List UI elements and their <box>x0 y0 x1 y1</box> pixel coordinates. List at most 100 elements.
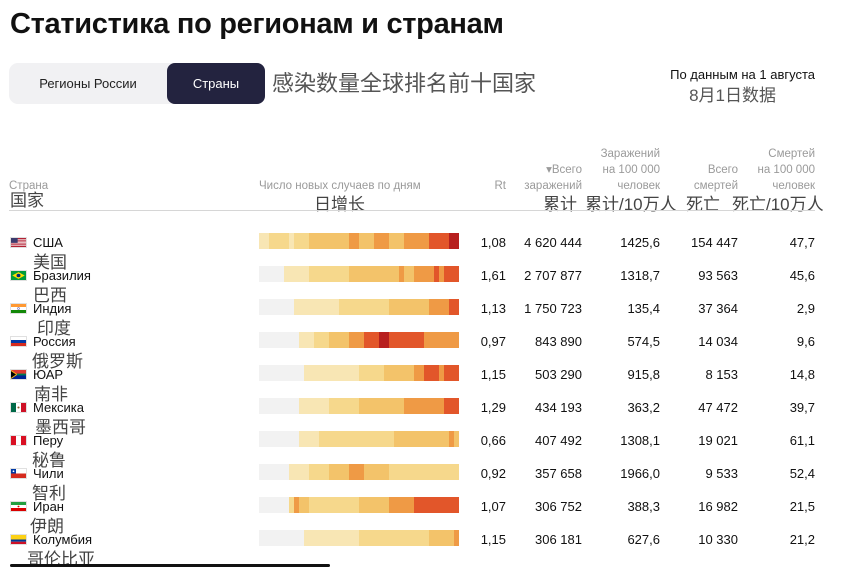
heat-cell <box>324 398 330 414</box>
header-country[interactable]: Страна <box>9 180 49 192</box>
heat-cell <box>399 431 405 447</box>
heat-cell <box>364 332 370 348</box>
header-deaths100k-line1[interactable]: Смертей <box>768 148 815 160</box>
heat-cell <box>449 365 455 381</box>
heat-cell <box>389 464 395 480</box>
heat-cell <box>294 497 300 513</box>
header-total-line1[interactable]: ▾Всего <box>546 164 582 176</box>
heat-cell <box>404 431 410 447</box>
page-title: Статистика по регионам и странам <box>10 8 504 40</box>
table-row[interactable]: Перу 秘鲁 0,66 407 492 1308,1 19 021 61,1 <box>0 431 851 470</box>
heat-cell <box>304 233 310 249</box>
heat-cell <box>309 431 315 447</box>
tab-regions-russia[interactable]: Регионы России <box>39 76 137 91</box>
heat-cell <box>454 365 459 381</box>
heat-cell <box>364 233 370 249</box>
heat-cell <box>329 398 335 414</box>
country-name-cn: 南非 <box>34 385 68 404</box>
heat-cell <box>289 233 295 249</box>
table-row[interactable]: Чили 智利 0,92 357 658 1966,0 9 533 52,4 <box>0 464 851 503</box>
table-row[interactable]: США 美国 1,08 4 620 444 1425,6 154 447 47,7 <box>0 233 851 272</box>
heat-cell <box>449 464 455 480</box>
total-deaths: 14 034 <box>698 334 738 349</box>
heat-cell <box>294 299 300 315</box>
header-per100k-line2[interactable]: на 100 000 <box>602 164 660 176</box>
table-row[interactable]: ЮАР 南非 1,15 503 290 915,8 8 153 14,8 <box>0 365 851 404</box>
header-deaths-line2[interactable]: смертей <box>693 180 738 192</box>
header-deaths-line1[interactable]: Всего <box>707 164 738 176</box>
header-deaths100k-line2[interactable]: на 100 000 <box>757 164 815 176</box>
header-rt[interactable]: Rt <box>494 180 507 192</box>
heat-cell <box>394 299 400 315</box>
heat-cell <box>364 431 370 447</box>
heat-cell <box>379 299 385 315</box>
heat-cell <box>394 431 400 447</box>
heat-cell <box>289 497 295 513</box>
country-name-cn: 美国 <box>33 253 67 272</box>
heat-cell <box>329 530 335 546</box>
heat-cell <box>419 398 425 414</box>
total-cases: 4 620 444 <box>524 235 582 250</box>
heat-cell <box>364 365 370 381</box>
heat-cell <box>289 530 295 546</box>
rt-value: 1,61 <box>480 268 506 283</box>
tab-countries[interactable]: Страны <box>167 63 265 104</box>
heat-cell <box>369 365 375 381</box>
table-row[interactable]: Колумбия 哥伦比亚 1,15 306 181 627,6 10 330 21,2 <box>0 530 851 567</box>
heat-cell <box>299 398 305 414</box>
heat-cell <box>439 530 445 546</box>
heat-cell <box>369 299 375 315</box>
heat-cell <box>269 266 275 282</box>
heat-cell <box>374 398 380 414</box>
heat-cell <box>269 365 275 381</box>
heat-cell <box>334 266 340 282</box>
heat-cell <box>369 398 375 414</box>
heat-cell <box>339 530 345 546</box>
heat-cell <box>409 464 415 480</box>
heat-cell <box>409 266 415 282</box>
table-row[interactable]: Иран 伊朗 1,07 306 752 388,3 16 982 21,5 <box>0 497 851 536</box>
heat-cell <box>414 332 420 348</box>
table-row[interactable]: Бразилия 巴西 1,61 2 707 877 1318,7 93 563 45,6 <box>0 266 851 305</box>
heat-cell <box>309 299 315 315</box>
heat-cell <box>409 497 415 513</box>
scroll-indicator[interactable] <box>10 564 330 567</box>
heat-cell <box>309 497 315 513</box>
heat-cell <box>329 365 335 381</box>
header-total-line2[interactable]: заражений <box>524 180 582 192</box>
heat-cell <box>259 464 265 480</box>
heat-cell <box>404 332 410 348</box>
heat-cell <box>334 365 340 381</box>
heat-cell <box>289 431 295 447</box>
heat-cell <box>339 398 345 414</box>
table-row[interactable]: Россия 俄罗斯 0,97 843 890 574,5 14 034 9,6 <box>0 332 851 371</box>
heat-cell <box>424 431 430 447</box>
heat-cell <box>334 299 340 315</box>
daily-cases-heatstrip <box>259 464 459 480</box>
heat-cell <box>414 431 420 447</box>
heat-cell <box>419 530 425 546</box>
heat-cell <box>384 266 390 282</box>
heat-cell <box>389 233 395 249</box>
heat-cell <box>329 497 335 513</box>
heat-cell <box>294 266 300 282</box>
heat-cell <box>374 464 380 480</box>
heat-cell <box>284 266 290 282</box>
heat-cell <box>434 233 440 249</box>
heat-cell <box>424 299 430 315</box>
heat-cell <box>409 398 415 414</box>
header-deaths100k-line3[interactable]: человек <box>772 180 815 192</box>
total-cases: 434 193 <box>535 400 582 415</box>
daily-cases-heatstrip <box>259 431 459 447</box>
table-row[interactable]: Индия 印度 1,13 1 750 723 135,4 37 364 2,9 <box>0 299 851 338</box>
heat-cell <box>284 233 290 249</box>
heat-cell <box>454 497 459 513</box>
heat-cell <box>429 266 435 282</box>
heat-cell <box>269 332 275 348</box>
heat-cell <box>334 431 340 447</box>
flag-icon-ru <box>10 336 27 347</box>
header-per100k-line3[interactable]: человек <box>617 180 660 192</box>
header-per100k-line1[interactable]: Заражений <box>600 148 660 160</box>
heat-cell <box>439 299 445 315</box>
table-row[interactable]: Мексика 墨西哥 1,29 434 193 363,2 47 472 39,7 <box>0 398 851 437</box>
